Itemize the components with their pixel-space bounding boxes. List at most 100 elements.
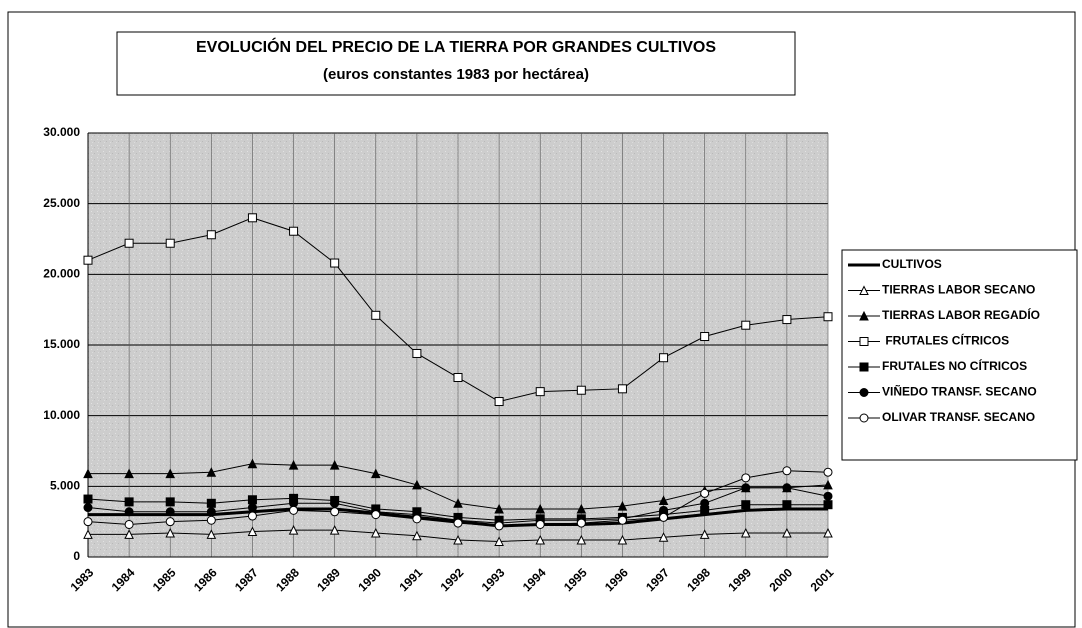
data-point — [412, 348, 422, 358]
legend-label: TIERRAS LABOR SECANO — [882, 283, 1035, 297]
data-point — [206, 515, 216, 525]
data-point — [782, 466, 792, 476]
data-point — [535, 387, 545, 397]
data-point — [823, 312, 833, 322]
data-point — [494, 536, 504, 546]
data-point — [247, 458, 258, 469]
data-point — [247, 213, 257, 223]
data-point — [823, 527, 833, 538]
data-point — [83, 494, 93, 504]
data-point — [700, 332, 710, 342]
data-point — [206, 467, 217, 477]
data-point — [83, 517, 93, 527]
data-point — [740, 527, 751, 538]
data-point — [330, 507, 340, 517]
data-point — [576, 503, 587, 514]
data-point — [289, 505, 299, 515]
data-point — [741, 473, 751, 483]
data-point — [330, 498, 340, 508]
data-point — [823, 491, 833, 501]
data-point — [535, 519, 545, 529]
data-point — [494, 521, 504, 531]
data-point — [412, 479, 422, 490]
data-point — [124, 529, 134, 539]
data-point — [494, 397, 504, 407]
legend-label: TIERRAS LABOR REGADÍO — [882, 307, 1040, 322]
data-point — [576, 534, 587, 545]
data-point — [83, 255, 93, 265]
data-point — [700, 488, 710, 498]
data-point — [453, 498, 463, 508]
data-point — [289, 226, 299, 236]
legend-marker — [859, 285, 869, 295]
data-point — [617, 534, 628, 545]
legend-label: OLIVAR TRANSF. SECANO — [882, 410, 1035, 424]
legend-label: FRUTALES CÍTRICOS — [882, 333, 1009, 348]
data-point — [700, 498, 710, 508]
data-point — [83, 503, 93, 513]
data-point — [617, 384, 627, 394]
data-point — [823, 500, 833, 510]
data-point — [165, 517, 175, 527]
data-point — [371, 510, 381, 520]
data-point — [535, 503, 546, 514]
legend-marker — [859, 337, 869, 346]
data-point — [83, 468, 93, 479]
data-point — [124, 507, 134, 517]
legend-box — [841, 249, 1078, 461]
data-point — [699, 529, 710, 539]
data-point — [659, 512, 669, 522]
chart-title: EVOLUCIÓN DEL PRECIO DE LA TIERRA POR GR… — [196, 37, 716, 56]
data-point — [370, 468, 381, 479]
data-point — [124, 468, 134, 479]
data-point — [782, 315, 792, 325]
data-point — [823, 479, 833, 490]
data-point — [83, 529, 93, 539]
legend-label: CULTIVOS — [882, 257, 942, 271]
data-point — [247, 495, 257, 505]
data-point — [329, 460, 340, 470]
data-point — [288, 460, 299, 470]
legend-marker — [859, 362, 869, 372]
data-point — [329, 525, 340, 535]
data-point — [165, 238, 175, 248]
data-point — [453, 373, 463, 383]
legend-marker — [859, 388, 869, 397]
data-point — [782, 500, 792, 510]
data-point — [453, 534, 463, 545]
y-tick-label: 20.000 — [43, 267, 80, 281]
data-point — [782, 483, 792, 493]
data-point — [823, 467, 833, 477]
y-tick-label: 30.000 — [43, 125, 80, 139]
data-point — [165, 527, 176, 538]
y-tick-label: 15.000 — [43, 337, 80, 351]
data-point — [617, 515, 627, 525]
y-tick-label: 10.000 — [43, 408, 80, 422]
data-point — [741, 320, 751, 330]
data-point — [741, 483, 751, 493]
data-point — [494, 503, 504, 514]
y-tick-label: 25.000 — [43, 196, 80, 210]
data-point — [165, 507, 175, 517]
data-point — [658, 532, 669, 542]
chart-subtitle: (euros constantes 1983 por hectárea) — [323, 66, 589, 83]
data-point — [412, 514, 422, 524]
data-point — [576, 385, 586, 395]
y-tick-label: 5.000 — [50, 479, 80, 493]
y-tick-label: 0 — [73, 549, 80, 563]
data-point — [370, 527, 381, 538]
data-point — [782, 527, 792, 538]
data-point — [371, 310, 381, 320]
data-point — [412, 530, 422, 541]
data-point — [330, 258, 340, 268]
data-point — [206, 529, 217, 539]
data-point — [124, 497, 134, 507]
title-box — [116, 31, 796, 96]
data-point — [617, 501, 628, 511]
data-point — [247, 511, 257, 521]
data-point — [247, 503, 257, 513]
data-point — [206, 507, 216, 517]
data-point — [576, 518, 586, 528]
